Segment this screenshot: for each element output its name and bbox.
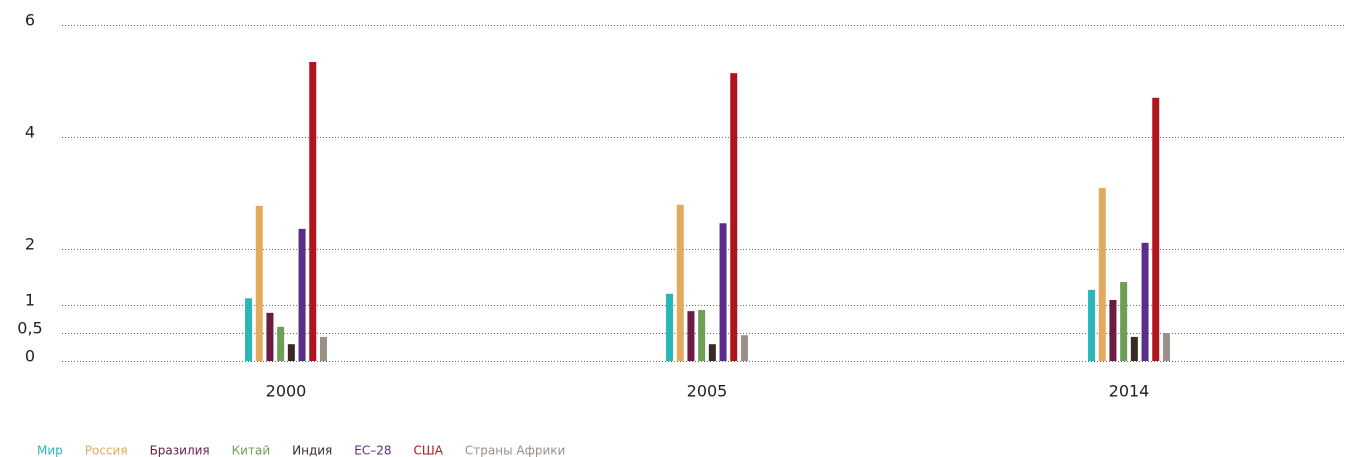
bar: [1098, 187, 1106, 361]
bar: [1152, 97, 1160, 362]
bar: [687, 311, 695, 361]
bar: [287, 344, 295, 361]
bar: [255, 205, 263, 361]
bar: [740, 335, 748, 361]
bar: [319, 336, 327, 361]
bar: [676, 204, 684, 361]
y-tick-label: 1: [25, 291, 35, 310]
bar: [1109, 299, 1117, 361]
legend-label: Россия: [85, 444, 128, 457]
bar: [708, 344, 716, 361]
bar: [1120, 282, 1128, 361]
y-tick-label: 2: [25, 235, 35, 254]
bar: [266, 312, 274, 361]
bar: [730, 73, 738, 361]
bar: [719, 223, 727, 361]
bar: [245, 298, 253, 361]
legend-label: США: [414, 444, 444, 457]
x-tick-label: 2005: [687, 382, 728, 401]
bar: [309, 61, 317, 362]
legend-label: ЕС–28: [354, 444, 391, 457]
y-tick-label: 0: [25, 347, 35, 366]
legend-label: Мир: [37, 444, 63, 457]
bar: [1130, 336, 1138, 361]
x-tick-label: 2000: [266, 382, 307, 401]
bar: [1141, 242, 1149, 361]
bar: [666, 293, 674, 361]
bar: [277, 326, 285, 361]
legend-label: Китай: [232, 444, 270, 457]
bar: [698, 310, 706, 361]
y-tick-label: 4: [25, 123, 35, 142]
y-tick-label: 0,5: [17, 319, 42, 338]
legend-label: Индия: [292, 444, 332, 457]
bar: [1162, 333, 1170, 361]
y-tick-label: 6: [25, 11, 35, 30]
x-tick-label: 2014: [1109, 382, 1150, 401]
legend-label: Страны Африки: [465, 444, 565, 457]
bar: [298, 228, 306, 361]
legend-label: Бразилия: [150, 444, 210, 457]
bar: [1088, 289, 1096, 361]
